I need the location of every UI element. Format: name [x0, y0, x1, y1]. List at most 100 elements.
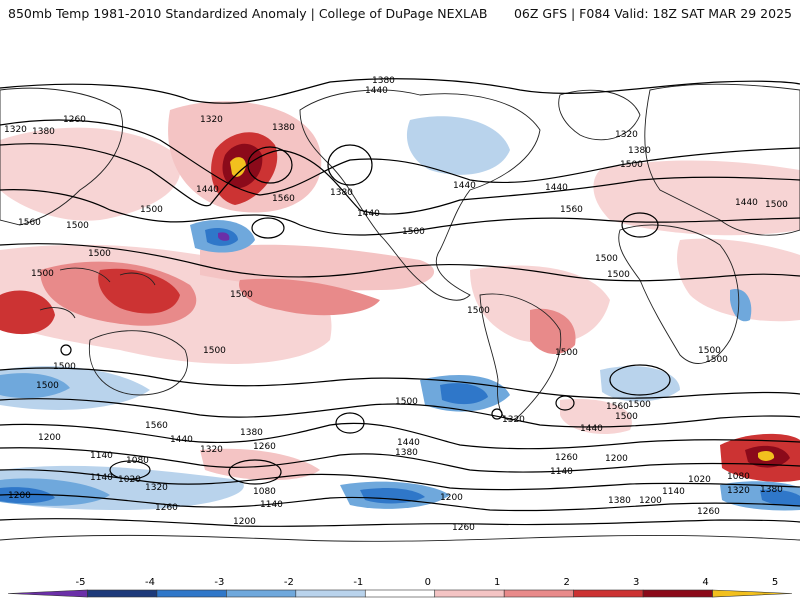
contour-label: 1320: [4, 125, 27, 135]
colorbar-segment: [87, 589, 158, 598]
map-title: 850mb Temp 1981-2010 Standardized Anomal…: [8, 6, 488, 21]
colorbar-tick-label: -1: [353, 577, 363, 588]
contour-label: 1500: [395, 397, 418, 407]
contour-label: 1560: [18, 218, 41, 228]
contour-label: 1500: [402, 227, 425, 237]
contour-line: [0, 518, 800, 528]
contour-line: [0, 189, 800, 236]
contour-label: 1440: [365, 86, 388, 96]
greenland-outline: [558, 89, 641, 141]
colorbar-tick-label: 5: [772, 577, 778, 588]
contour-label: 1500: [698, 346, 721, 356]
contour-label: 1500: [66, 221, 89, 231]
contour-label: 1500: [140, 205, 163, 215]
contour-label: 1500: [203, 346, 226, 356]
cold-anomaly-min: [218, 232, 230, 241]
contour-line: [0, 398, 800, 428]
map-svg: 1380 1440 1260 1320 1380 1320 1380 1440 …: [0, 76, 800, 542]
colorbar-tick-label: 1: [494, 577, 500, 588]
contour-closed: [555, 395, 575, 411]
contour-label: 1140: [550, 467, 573, 477]
contour-label: 1080: [253, 487, 276, 497]
warm-anomaly-max: [758, 450, 775, 461]
contour-label: 1320: [615, 130, 638, 140]
colorbar-segment: [364, 589, 436, 598]
contour-line: [0, 119, 800, 196]
maritime-continent-outline: [39, 267, 156, 319]
cold-anomaly: [360, 488, 425, 504]
contour-label: 1380: [240, 428, 263, 438]
contour-label: 1260: [697, 507, 720, 517]
contour-label: 1140: [260, 500, 283, 510]
colorbar: -5 -4 -3 -2 -1 0 1 2 3 4 5: [0, 572, 800, 600]
contour-label: 1020: [118, 475, 141, 485]
anomaly-shading: [0, 101, 800, 511]
colorbar-segment: [295, 589, 366, 598]
anomaly-region: [530, 308, 576, 355]
contour-label: 1500: [620, 160, 643, 170]
contour-closed: [109, 460, 151, 480]
contour-label: 1380: [395, 448, 418, 458]
colorbar-tick-label: -2: [284, 577, 294, 588]
contour-label: 1260: [555, 453, 578, 463]
contour-label: 1500: [595, 254, 618, 264]
colorbar-segment: [573, 589, 644, 598]
contour-label: 1320: [200, 445, 223, 455]
contour-label: 1080: [126, 456, 149, 466]
colorbar-svg: -5 -4 -3 -2 -1 0 1 2 3 4 5: [7, 577, 793, 598]
cold-anomaly: [0, 373, 70, 399]
contour-line: [0, 447, 800, 473]
contour-closed: [621, 212, 659, 238]
contour-closed: [491, 408, 503, 420]
warm-anomaly-max: [230, 157, 246, 177]
contour-label: 1440: [357, 209, 380, 219]
colorbar-segment: [642, 589, 713, 598]
contour-closed: [609, 364, 671, 396]
colorbar-segment: [434, 589, 505, 598]
north-america-outline: [299, 89, 541, 301]
contour-label: 1500: [88, 249, 111, 259]
colorbar-segment: [226, 589, 297, 598]
contour-label: 1380: [272, 123, 295, 133]
colorbar-ticks: -5 -4 -3 -2 -1 0 1 2 3 4 5: [76, 577, 779, 588]
contour-label: 1440: [397, 438, 420, 448]
contour-labels: 1380 1440 1260 1320 1380 1320 1380 1440 …: [4, 76, 788, 533]
cold-anomaly: [600, 366, 680, 402]
cold-anomaly: [730, 289, 752, 322]
contour-label: 1500: [230, 290, 253, 300]
contour-label: 1380: [372, 76, 395, 86]
contour-label: 1440: [196, 185, 219, 195]
contour-label: 1380: [608, 496, 631, 506]
contour-label: 1200: [440, 493, 463, 503]
colorbar-tick-label: -4: [145, 577, 155, 588]
colorbar-tick-label: 0: [425, 577, 431, 588]
anomaly-region: [0, 290, 55, 335]
contour-label: 1260: [63, 115, 86, 125]
contour-label: 1500: [555, 348, 578, 358]
contour-label: 1560: [272, 194, 295, 204]
contour-label: 1320: [727, 486, 750, 496]
contour-closed: [251, 217, 285, 239]
australia-outline: [88, 330, 188, 396]
contour-label: 1200: [639, 496, 662, 506]
anomaly-region: [470, 265, 610, 344]
contour-closed: [335, 412, 365, 434]
contour-label: 1380: [330, 188, 353, 198]
antarctica-outline: [0, 534, 800, 542]
contour-label: 1440: [170, 435, 193, 445]
contour-line: [0, 78, 800, 104]
contour-label: 1500: [36, 381, 59, 391]
contour-label: 1200: [8, 491, 31, 501]
contour-label: 1140: [90, 451, 113, 461]
contour-label: 1500: [615, 412, 638, 422]
colorbar-segments: [7, 589, 793, 598]
contour-label: 1500: [628, 400, 651, 410]
cold-anomaly: [440, 383, 488, 405]
contour-closed: [327, 144, 373, 186]
anomaly-region: [593, 160, 800, 236]
contour-label: 1200: [233, 517, 256, 527]
contour-label: 1380: [32, 127, 55, 137]
contour-label: 1500: [31, 269, 54, 279]
model-run-label: 06Z GFS | F084 Valid: 18Z SAT MAR 29 202…: [513, 6, 792, 21]
contour-line: [0, 422, 800, 450]
